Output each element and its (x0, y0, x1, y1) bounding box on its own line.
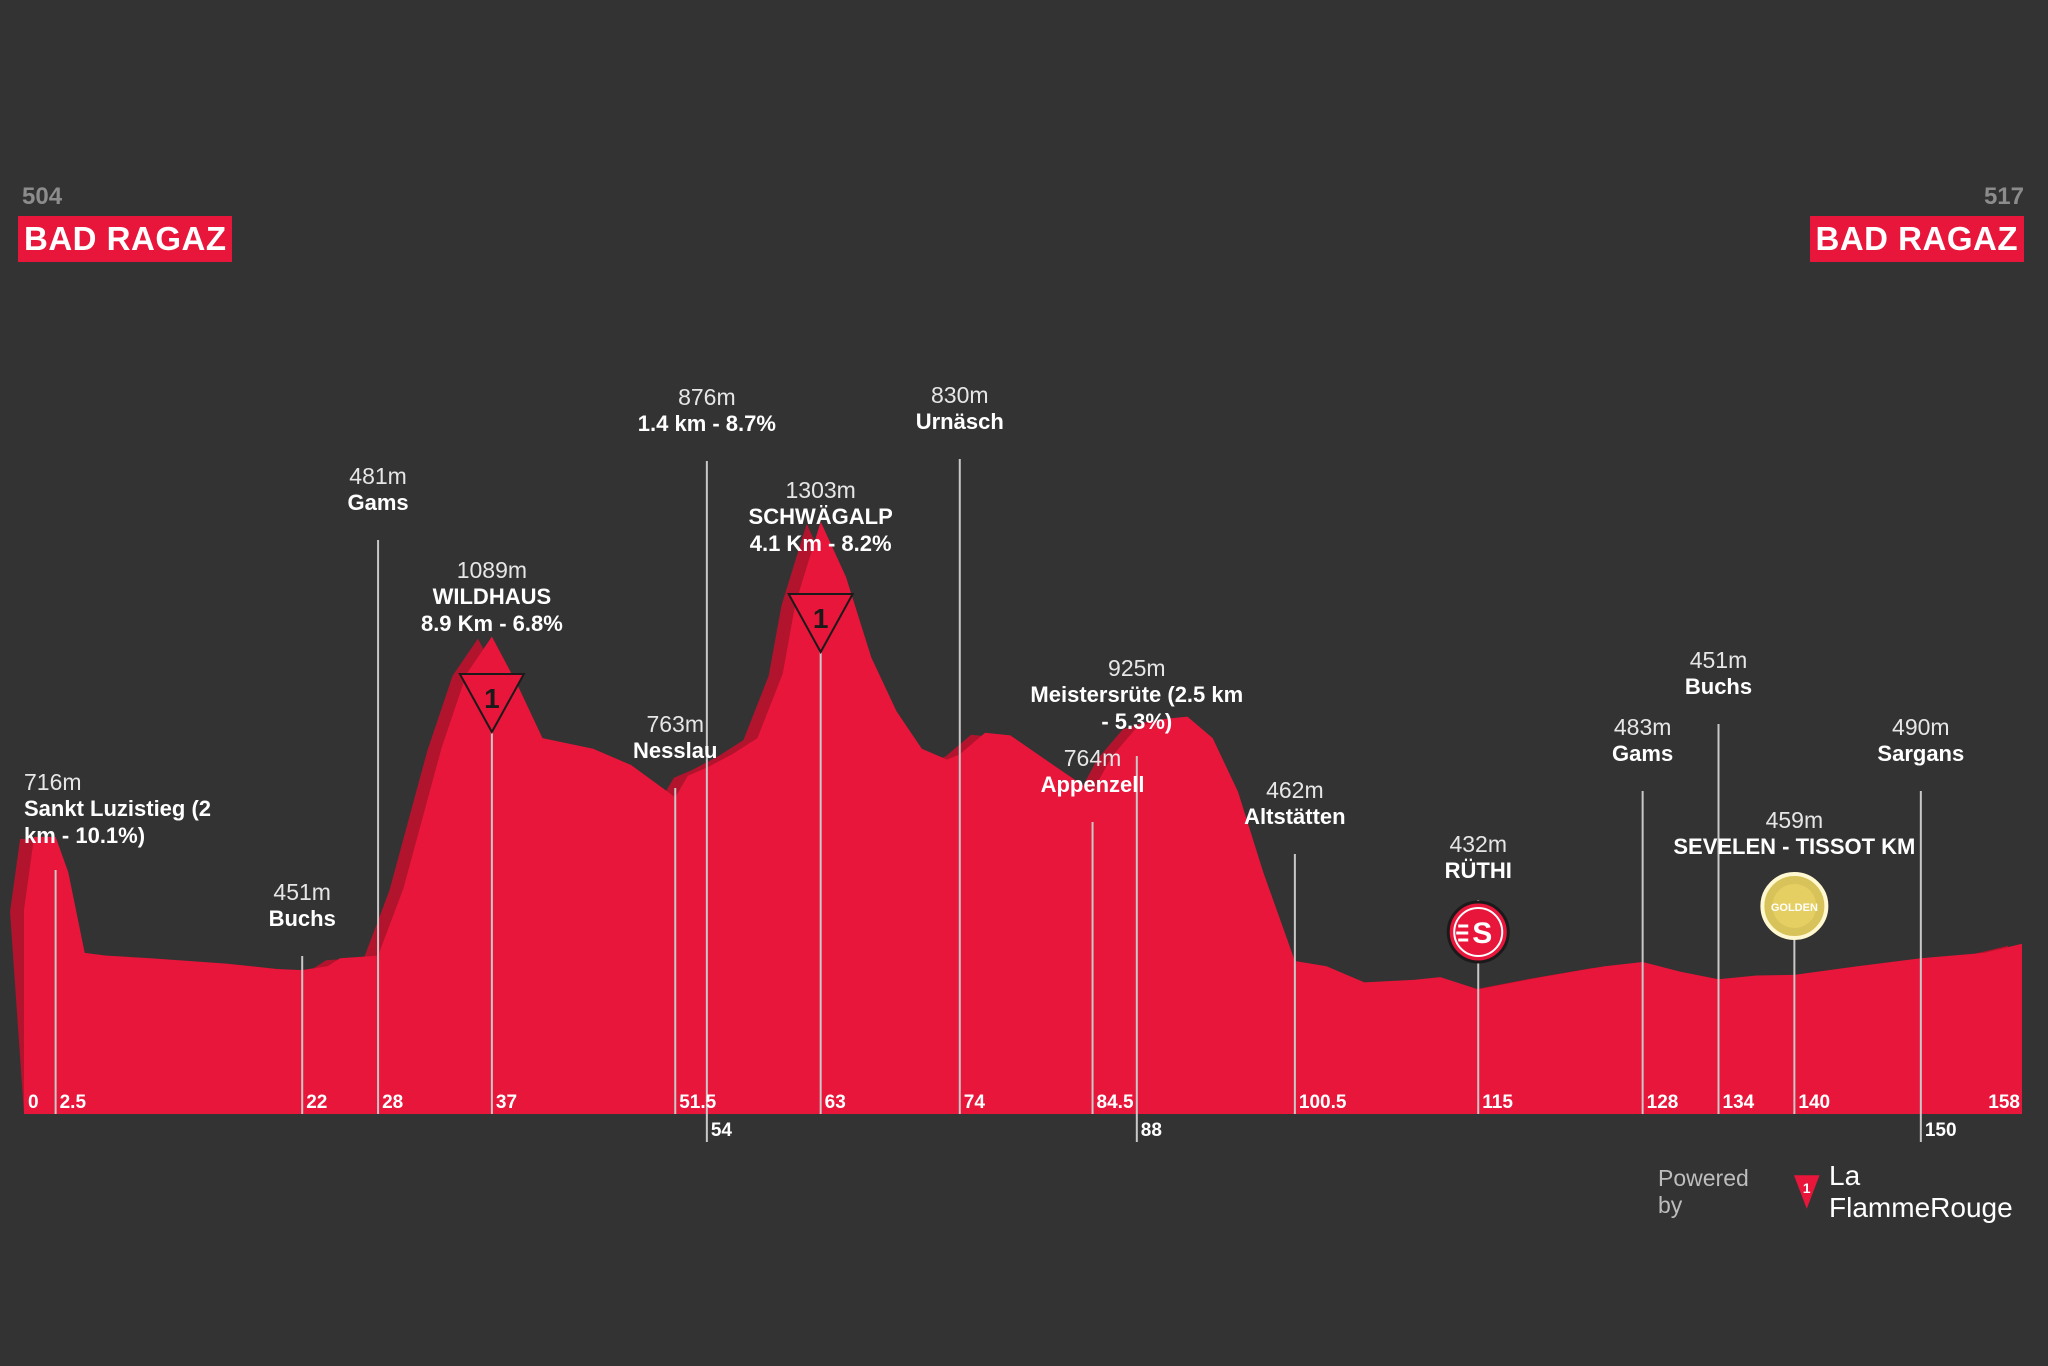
waypoint-name-label-2: 4.1 Km - 8.2% (750, 531, 892, 556)
km-tick-label: 84.5 (1097, 1092, 1134, 1113)
waypoint-name-label: 1.4 km - 8.7% (638, 411, 776, 436)
waypoint-name-label: Nesslau (633, 738, 717, 763)
km-tick-label: 158 (1988, 1092, 2020, 1113)
flamme-rouge-icon: 1 (1793, 1175, 1820, 1209)
waypoint-elevation-label: 1089m (457, 557, 527, 583)
waypoint-elevation-label: 481m (349, 463, 407, 489)
finish-name-box: BAD RAGAZ (1809, 216, 2024, 262)
km-tick-label: 63 (825, 1092, 846, 1113)
brand-name: La FlammeRouge (1829, 1160, 2013, 1223)
km-tick-label: 134 (1723, 1092, 1755, 1113)
km-tick-label: 0 (28, 1092, 39, 1113)
km-tick-label: 140 (1798, 1092, 1830, 1113)
golden-km-inner (1772, 884, 1817, 928)
km-tick-label: 22 (306, 1092, 327, 1113)
waypoint-name-label: Sankt Luzistieg (2 (24, 796, 211, 821)
waypoint-name-label: Buchs (269, 906, 336, 931)
sprint-marker-glyph: S (1472, 917, 1492, 950)
kom-marker-label: 1 (813, 603, 829, 634)
golden-km-label: GOLDEN (1771, 902, 1818, 914)
waypoint-name-label-2: - 5.3%) (1101, 709, 1172, 734)
km-tick-label: 51.5 (679, 1092, 716, 1113)
waypoint-elevation-label: 462m (1266, 777, 1324, 803)
waypoint-elevation-label: 830m (931, 382, 989, 408)
brand-logo: Powered by 1 La FlammeRouge (1658, 1160, 2048, 1223)
sprint-marker-icon (1446, 900, 1510, 964)
waypoint-lines-group (54, 459, 1922, 1114)
start-elevation: 504 (22, 183, 63, 210)
km-tick-label: 2.5 (60, 1092, 87, 1113)
waypoint-name-label: Altstätten (1244, 804, 1345, 829)
km-tick-label: 74 (964, 1092, 986, 1113)
waypoint-elevation-label: 459m (1766, 807, 1824, 833)
waypoint-elevation-label: 876m (678, 384, 736, 410)
km-ticks-group: 0 2.5 22 28 37 51.5 54 63 74 84.5 88 100.5 115 128 134… (28, 1092, 2020, 1142)
waypoint-elevation-label: 490m (1892, 714, 1950, 740)
waypoint-elevation-label: 925m (1108, 655, 1166, 681)
waypoint-name-label: SEVELEN - TISSOT KM (1673, 834, 1915, 859)
waypoint-name-label: Meistersrüte (2.5 km (1030, 682, 1243, 707)
kom-marker-label: 1 (484, 683, 500, 714)
km-tick-label: 28 (382, 1092, 403, 1113)
waypoint-name-label: Gams (1612, 741, 1673, 766)
sprint-speed-lines (1456, 924, 1469, 942)
markers-group: 1 1 S GOLDEN (458, 593, 1829, 964)
waypoint-name-label: WILDHAUS (433, 584, 552, 609)
waypoint-name-label: RÜTHI (1445, 858, 1512, 883)
km-tick-label: 37 (496, 1092, 517, 1113)
km-tick-label: 115 (1482, 1092, 1513, 1113)
kom-marker-icon (458, 673, 526, 735)
waypoint-name-label: Gams (347, 490, 408, 515)
start-name-box: BAD RAGAZ (18, 216, 233, 262)
waypoint-elevation-label: 763m (646, 711, 704, 737)
waypoint-elevation-label: 764m (1064, 745, 1122, 771)
km-tick-label: 54 (711, 1120, 733, 1141)
waypoint-name-label-2: km - 10.1%) (24, 823, 145, 848)
km-tick-label: 150 (1925, 1120, 1957, 1141)
kom-marker-icon (786, 593, 855, 655)
waypoint-name-label: SCHWÄGALP (749, 504, 893, 529)
waypoint-name-label: Buchs (1685, 674, 1752, 699)
waypoint-elevation-label: 483m (1614, 714, 1672, 740)
waypoint-elevation-label: 716m (24, 769, 82, 795)
waypoint-name-label: Sargans (1877, 741, 1964, 766)
km-tick-label: 100.5 (1299, 1092, 1347, 1113)
profile-area-group (10, 521, 2022, 1114)
powered-by-text: Powered by (1658, 1165, 1749, 1218)
km-tick-label: 128 (1647, 1092, 1679, 1113)
waypoint-name-label: Urnäsch (916, 409, 1004, 434)
waypoint-elevation-label: 1303m (786, 477, 856, 503)
waypoint-elevation-label: 451m (1690, 647, 1748, 673)
km-tick-label: 88 (1141, 1120, 1162, 1141)
waypoint-elevation-label: 451m (273, 879, 331, 905)
waypoint-name-label: Appenzell (1041, 772, 1145, 797)
profile-area (24, 521, 2022, 1114)
svg-text:1: 1 (1802, 1181, 1810, 1196)
waypoint-name-label-2: 8.9 Km - 6.8% (421, 611, 563, 636)
finish-elevation: 517 (1983, 183, 2024, 210)
waypoint-elevation-label: 432m (1449, 831, 1507, 857)
sprint-marker-ring (1453, 907, 1504, 957)
